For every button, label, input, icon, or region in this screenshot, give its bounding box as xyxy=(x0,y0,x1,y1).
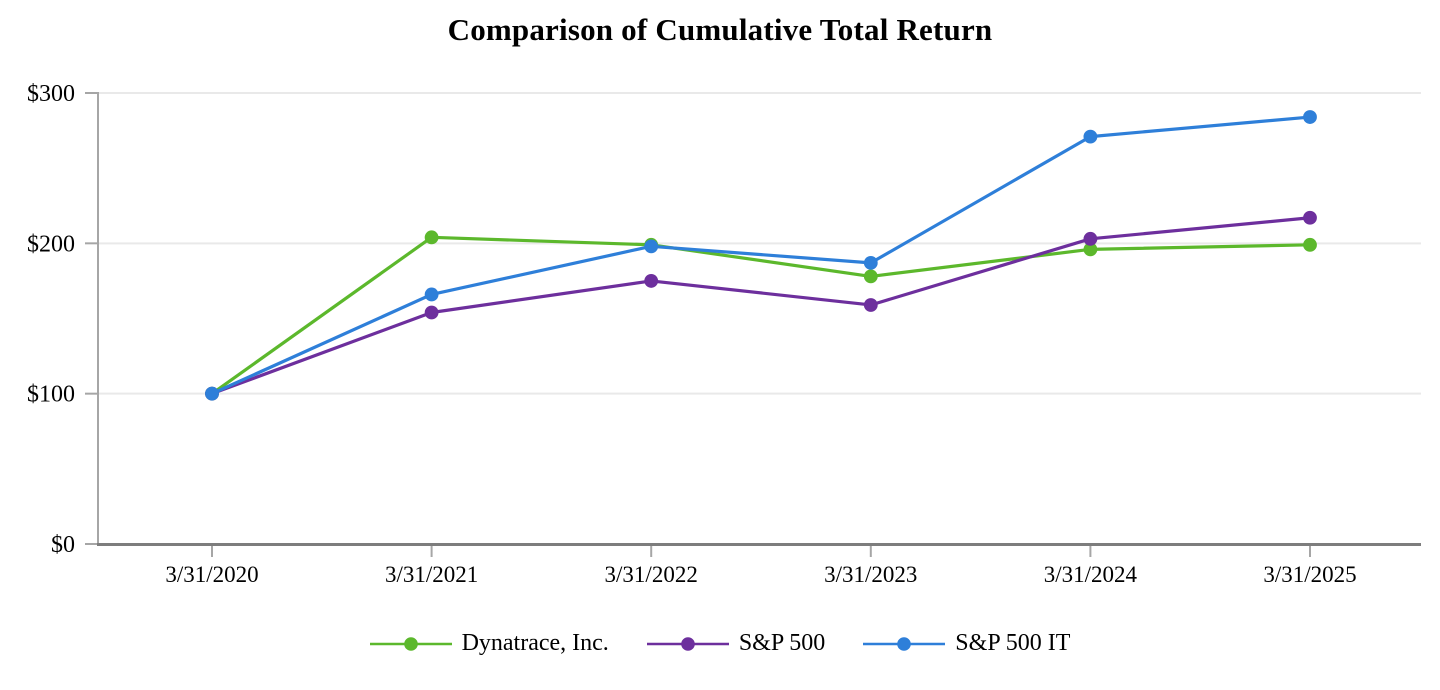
x-axis-label: 3/31/2023 xyxy=(824,562,917,587)
x-axis-label: 3/31/2022 xyxy=(605,562,698,587)
data-point xyxy=(424,305,439,320)
data-point xyxy=(424,287,439,302)
data-point xyxy=(863,269,878,284)
data-point xyxy=(424,230,439,245)
legend-label-dynatrace: Dynatrace, Inc. xyxy=(461,630,609,656)
data-point xyxy=(644,239,659,254)
series-line-s-p-500-it xyxy=(211,115,1311,396)
x-axis-label: 3/31/2021 xyxy=(385,562,478,587)
data-point xyxy=(205,386,219,401)
y-axis-label: $0 xyxy=(51,532,75,558)
y-axis-label: $100 xyxy=(27,382,75,408)
legend-marker-dynatrace-icon xyxy=(369,636,452,651)
data-point xyxy=(1083,242,1098,257)
legend: Dynatrace, Inc. S&P 500 S&P 500 IT xyxy=(0,630,1440,657)
x-axis-label: 3/31/2025 xyxy=(1263,562,1356,587)
legend-dot xyxy=(897,636,912,651)
data-point xyxy=(1303,210,1317,225)
y-axis-label: $200 xyxy=(27,231,75,257)
data-point xyxy=(1303,110,1317,124)
chart-title: Comparison of Cumulative Total Return xyxy=(447,12,993,47)
series-line-dynatrace-inc- xyxy=(211,235,1311,395)
data-point xyxy=(1083,231,1098,246)
series-line-s-p-500 xyxy=(211,216,1311,396)
data-point xyxy=(863,255,878,270)
legend-marker-sp500-icon xyxy=(646,636,729,651)
legend-dot xyxy=(681,636,695,651)
data-point xyxy=(1083,129,1098,144)
legend-marker-sp500it-icon xyxy=(863,636,946,651)
y-axis-label: $300 xyxy=(27,81,75,107)
data-point xyxy=(863,298,878,312)
legend-dot xyxy=(403,636,418,651)
legend-label-sp500it: S&P 500 IT xyxy=(955,630,1071,656)
legend-item-sp500it: S&P 500 IT xyxy=(863,630,1070,657)
legend-label-sp500: S&P 500 xyxy=(738,630,826,656)
legend-item-dynatrace: Dynatrace, Inc. xyxy=(369,630,609,657)
legend-item-sp500: S&P 500 xyxy=(646,630,826,657)
data-point xyxy=(1303,237,1317,252)
x-axis-label: 3/31/2024 xyxy=(1044,562,1138,587)
data-point xyxy=(644,274,659,288)
x-axis-label: 3/31/2020 xyxy=(165,562,258,587)
